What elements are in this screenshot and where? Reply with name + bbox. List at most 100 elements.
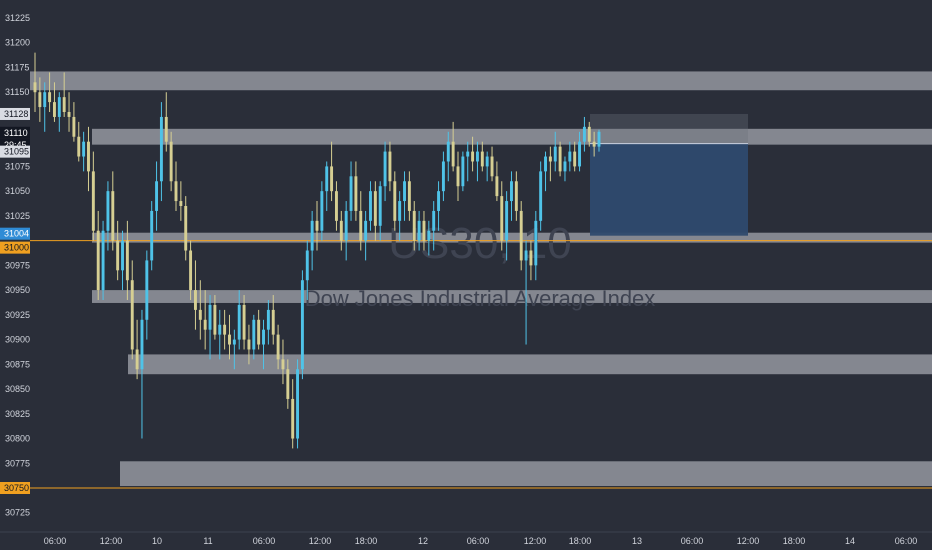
candle-body	[286, 369, 290, 399]
long-position-tool[interactable]	[590, 113, 748, 236]
candle	[495, 161, 499, 202]
zone-5	[120, 461, 932, 487]
candle-body	[91, 171, 95, 231]
candle-body	[437, 191, 441, 211]
badge-countdown-text: 29:45	[4, 140, 27, 150]
candle-body	[38, 92, 42, 108]
candle	[310, 210, 314, 271]
badge-31004: 31004	[0, 227, 30, 240]
time-tick-label: 12:00	[100, 536, 123, 546]
candle	[87, 126, 90, 192]
candle-body	[475, 151, 479, 162]
price-axis[interactable]: 31225 31200 31175 31150 31075 31050 31025 30975…	[0, 0, 30, 518]
candle	[43, 82, 47, 132]
candle	[140, 309, 144, 439]
candle	[247, 324, 251, 365]
candle	[72, 102, 76, 142]
candle-body	[330, 166, 334, 192]
candle-body	[291, 398, 295, 439]
candle	[276, 324, 280, 370]
candle	[262, 319, 265, 370]
candle-body	[125, 240, 129, 281]
candle	[339, 210, 343, 251]
candle	[573, 141, 577, 172]
time-tick-label: 13	[632, 536, 642, 546]
candle-body	[349, 176, 353, 211]
time-axis[interactable]: 06:00 12:00 10 11 06:00 12:00 18:00 12 06:00 12:0…	[0, 531, 932, 550]
candle	[189, 240, 193, 300]
candle	[57, 92, 61, 132]
candle-body	[519, 210, 523, 261]
candle	[111, 171, 115, 251]
badge-current-price-text: 31110	[4, 128, 28, 138]
candle	[155, 161, 159, 231]
candle-body	[276, 334, 280, 360]
candle	[437, 181, 441, 231]
candle	[135, 319, 139, 380]
zone-0	[30, 71, 932, 91]
candle-body	[383, 151, 387, 187]
candle	[116, 220, 120, 281]
candle	[597, 129, 601, 152]
candle-body	[451, 141, 455, 167]
time-tick-label: 06:00	[467, 536, 490, 546]
candle-body	[524, 250, 528, 261]
price-tick-label: 31075	[5, 161, 30, 171]
candle-body	[534, 220, 538, 266]
candle	[271, 295, 275, 345]
candle-body	[87, 141, 90, 172]
candle-body	[578, 141, 582, 167]
candle-body	[164, 116, 168, 142]
candle	[480, 141, 484, 172]
candle	[403, 171, 406, 221]
candle-body	[67, 112, 71, 117]
time-tick-label: 12:00	[309, 536, 332, 546]
candle-body	[111, 191, 115, 241]
candle-body	[189, 250, 193, 291]
time-tick-label: 14	[845, 536, 855, 546]
support-resistance-zones	[30, 71, 932, 487]
candle	[48, 72, 52, 112]
candle-body	[140, 319, 144, 370]
candle	[490, 146, 494, 182]
price-tick-label: 30725	[5, 508, 30, 518]
price-tick-label: 30800	[5, 434, 30, 444]
candle-body	[553, 146, 557, 162]
candle	[101, 220, 105, 300]
candle-body	[135, 349, 139, 370]
candle-body	[568, 151, 572, 162]
position-target-area	[590, 143, 748, 236]
candle	[461, 151, 465, 192]
candle-body	[232, 339, 236, 345]
candle-body	[422, 220, 426, 241]
candle	[354, 161, 358, 221]
candle-body	[159, 116, 163, 182]
candle-body	[33, 82, 37, 93]
candle-body	[514, 181, 518, 211]
candle	[91, 151, 95, 241]
candle-body	[485, 156, 489, 167]
candle	[228, 314, 231, 360]
candle	[184, 196, 188, 261]
price-tick-label: 30900	[5, 335, 30, 345]
candle-body	[548, 156, 552, 162]
candle-body	[412, 210, 416, 241]
candle-body	[544, 156, 547, 172]
badge-31095-text: 31095	[4, 147, 29, 157]
candle-body	[174, 181, 178, 202]
candle-body	[441, 161, 445, 192]
candle-body	[398, 201, 402, 221]
candle-body	[43, 92, 47, 108]
candle-body	[223, 324, 227, 335]
price-tick-label: 30850	[5, 384, 30, 394]
candle	[393, 171, 397, 231]
time-tick-label: 12:00	[737, 536, 760, 546]
candle-body	[169, 141, 173, 182]
price-tick-label: 30775	[5, 458, 30, 468]
candle	[373, 181, 377, 241]
price-tick-label: 31225	[5, 13, 30, 23]
candle-body	[587, 126, 591, 142]
price-tick-label: 31050	[5, 186, 30, 196]
